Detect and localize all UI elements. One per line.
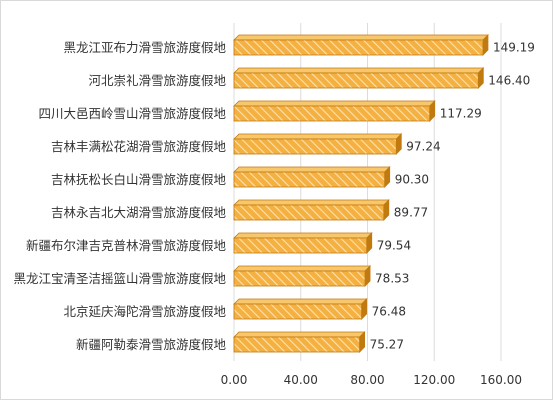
bar-top-face	[233, 331, 366, 338]
value-label: 90.30	[395, 173, 429, 187]
value-label: 149.19	[493, 41, 535, 55]
category-label: 北京延庆海陀滑雪旅游度假地	[63, 304, 226, 319]
bar	[233, 100, 436, 122]
value-label: 117.29	[440, 107, 482, 121]
category-label: 黑龙江宝清圣洁摇篮山滑雪旅游度假地	[13, 271, 226, 286]
x-tick-label: 120.00	[413, 373, 455, 387]
value-label: 75.27	[370, 338, 404, 352]
bar-front-face	[233, 171, 386, 188]
bars	[233, 34, 489, 353]
category-label: 黑龙江亚布力滑雪旅游度假地	[63, 40, 226, 55]
value-label: 146.40	[488, 74, 530, 88]
x-tick-label: 0.00	[221, 373, 248, 387]
category-label: 吉林抚松长白山滑雪旅游度假地	[51, 172, 227, 187]
bar-front-face	[233, 237, 368, 254]
value-label: 79.54	[377, 239, 411, 253]
bar	[233, 67, 485, 89]
value-label: 97.24	[406, 140, 440, 154]
x-tick-label: 160.00	[480, 373, 522, 387]
bar	[233, 166, 391, 188]
bar-front-face	[233, 204, 385, 221]
bar	[233, 298, 368, 320]
x-tick-label: 80.00	[350, 373, 384, 387]
category-label: 新疆布尔津吉克普林滑雪旅游度假地	[26, 238, 227, 253]
value-label: 78.53	[375, 272, 409, 286]
bar-top-face	[233, 133, 403, 140]
value-labels: 149.19 146.40 117.29 97.24 90.30 89.77 79.54 78…	[370, 41, 535, 352]
bar	[233, 199, 390, 221]
bar-front-face	[233, 270, 366, 287]
bar-top-face	[233, 100, 436, 107]
bar	[233, 133, 403, 155]
bar-top-face	[233, 67, 485, 74]
category-label: 吉林丰满松花湖滑雪旅游度假地	[51, 139, 227, 154]
bar-top-face	[233, 34, 489, 41]
category-label: 新疆阿勒泰滑雪旅游度假地	[76, 337, 227, 352]
bar-front-face	[233, 138, 397, 155]
bar-front-face	[233, 336, 361, 353]
bar-front-face	[233, 72, 479, 89]
category-label: 吉林永吉北大湖滑雪旅游度假地	[51, 205, 227, 220]
bar-top-face	[233, 232, 373, 239]
bar-front-face	[233, 105, 431, 122]
bar-top-face	[233, 265, 372, 272]
category-label: 四川大邑西岭雪山滑雪旅游度假地	[38, 106, 226, 121]
bar-top-face	[233, 166, 391, 173]
category-labels: 黑龙江亚布力滑雪旅游度假地河北崇礼滑雪旅游度假地四川大邑西岭雪山滑雪旅游度假地吉…	[13, 40, 226, 352]
x-tick-label: 40.00	[284, 373, 318, 387]
bar-front-face	[233, 303, 363, 320]
bar	[233, 232, 373, 254]
value-label: 89.77	[394, 206, 428, 220]
category-label: 河北崇礼滑雪旅游度假地	[88, 73, 226, 88]
bar	[233, 331, 366, 353]
bar	[233, 265, 372, 287]
bar-front-face	[233, 39, 484, 56]
bar-top-face	[233, 298, 368, 305]
value-label: 76.48	[372, 305, 406, 319]
bar	[233, 34, 489, 56]
x-axis-ticks: 0.00 40.00 80.00 120.00 160.00	[221, 373, 522, 387]
bar-top-face	[233, 199, 390, 206]
